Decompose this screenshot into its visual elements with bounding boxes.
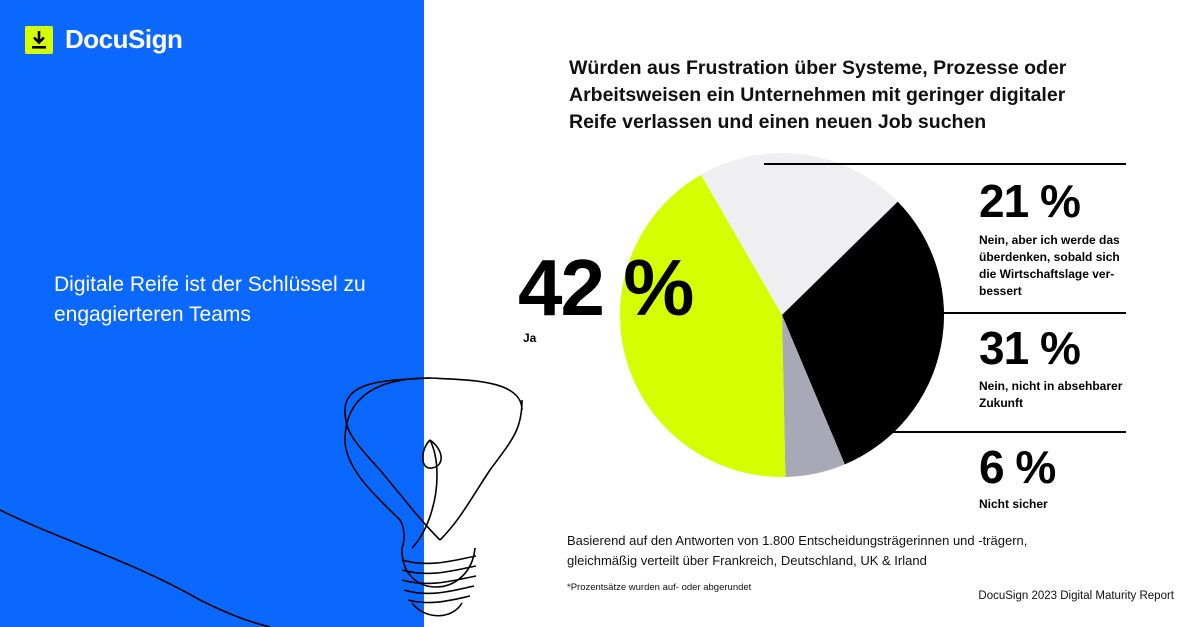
divider-21 <box>764 163 1126 165</box>
report-source: DocuSign 2023 Digital Maturity Report <box>978 590 1174 602</box>
pie-slice-42 <box>619 174 786 478</box>
docusign-logo[interactable]: DocuSign <box>25 24 183 55</box>
ja-label: Ja <box>523 331 537 345</box>
methodology-footnote: Basierend auf den Antworten von 1.800 En… <box>567 533 1028 568</box>
pie-slice-21 <box>701 153 898 315</box>
label-31: Nein, nicht in absehbarer Zukunft <box>979 379 1123 410</box>
pie-slice-6 <box>782 315 845 477</box>
percent-31: 31 % <box>979 322 1081 374</box>
rounding-note: *Prozentsätze wurden auf- oder abgerunde… <box>567 582 752 593</box>
lightbulb-illustration <box>0 377 523 627</box>
download-icon <box>25 25 53 54</box>
blue-panel: DocuSign Digitale Reife ist der Schlüsse… <box>0 0 424 627</box>
chart-title: Würden aus Frustration über Systeme, Pro… <box>569 57 1067 133</box>
pie-chart <box>619 153 944 478</box>
label-6: Nicht sicher <box>979 497 1048 511</box>
percent-6: 6 % <box>979 441 1056 493</box>
headline: Digitale Reife ist der Schlüssel zu enga… <box>54 273 366 326</box>
divider-6 <box>860 431 1126 433</box>
brand-name: DocuSign <box>65 24 183 54</box>
percent-21: 21 % <box>979 175 1081 227</box>
divider-31 <box>879 312 1126 314</box>
ja-percent: 42 % <box>518 243 694 332</box>
pie-slice-31 <box>782 201 944 465</box>
label-21: Nein, aber ich werde das überdenken, sob… <box>979 233 1120 298</box>
